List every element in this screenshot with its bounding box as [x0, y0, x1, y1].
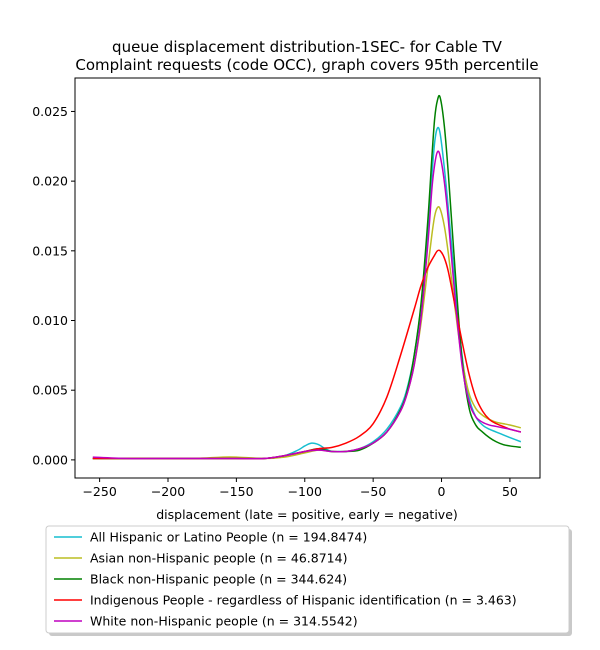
x-tick-label: 50: [502, 484, 518, 499]
x-tick-label: −250: [82, 484, 116, 499]
x-axis: −250 −200 −150 −100 −50 0 50: [82, 478, 518, 499]
legend-items: All Hispanic or Latino People (n = 194.8…: [54, 530, 517, 629]
x-tick-label: 0: [438, 484, 446, 499]
series-line-5: [92, 150, 522, 460]
y-tick-label: 0.015: [32, 243, 68, 258]
y-tick-label: 0.000: [32, 452, 68, 467]
x-tick-label: −150: [219, 484, 253, 499]
legend-label-4: Indigenous People - regardless of Hispan…: [90, 593, 517, 608]
legend-label-5: White non-Hispanic people (n = 314.5542): [90, 614, 358, 629]
plot-frame: [74, 77, 541, 479]
chart-title-line-2: Complaint requests (code OCC), graph cov…: [75, 56, 538, 74]
legend-label-2: Asian non-Hispanic people (n = 46.8714): [90, 551, 347, 566]
y-axis: 0.000 0.005 0.010 0.015 0.020 0.025: [32, 104, 75, 467]
x-tick-label: −100: [288, 484, 322, 499]
chart-title-line-1: queue displacement distribution-1SEC- fo…: [112, 38, 503, 56]
y-tick-label: 0.025: [32, 104, 68, 119]
x-tick-label: −50: [360, 484, 386, 499]
legend-label-1: All Hispanic or Latino People (n = 194.8…: [90, 530, 367, 545]
y-tick-label: 0.020: [32, 174, 68, 189]
x-tick-label: −200: [151, 484, 185, 499]
y-tick-label: 0.005: [32, 383, 68, 398]
plot-lines: [92, 94, 522, 460]
legend-box: [45, 525, 570, 634]
legend-label-3: Black non-Hispanic people (n = 344.624): [90, 572, 347, 587]
legend: All Hispanic or Latino People (n = 194.8…: [45, 525, 572, 636]
y-tick-label: 0.010: [32, 313, 68, 328]
x-axis-label: displacement (late = positive, early = n…: [156, 507, 458, 522]
